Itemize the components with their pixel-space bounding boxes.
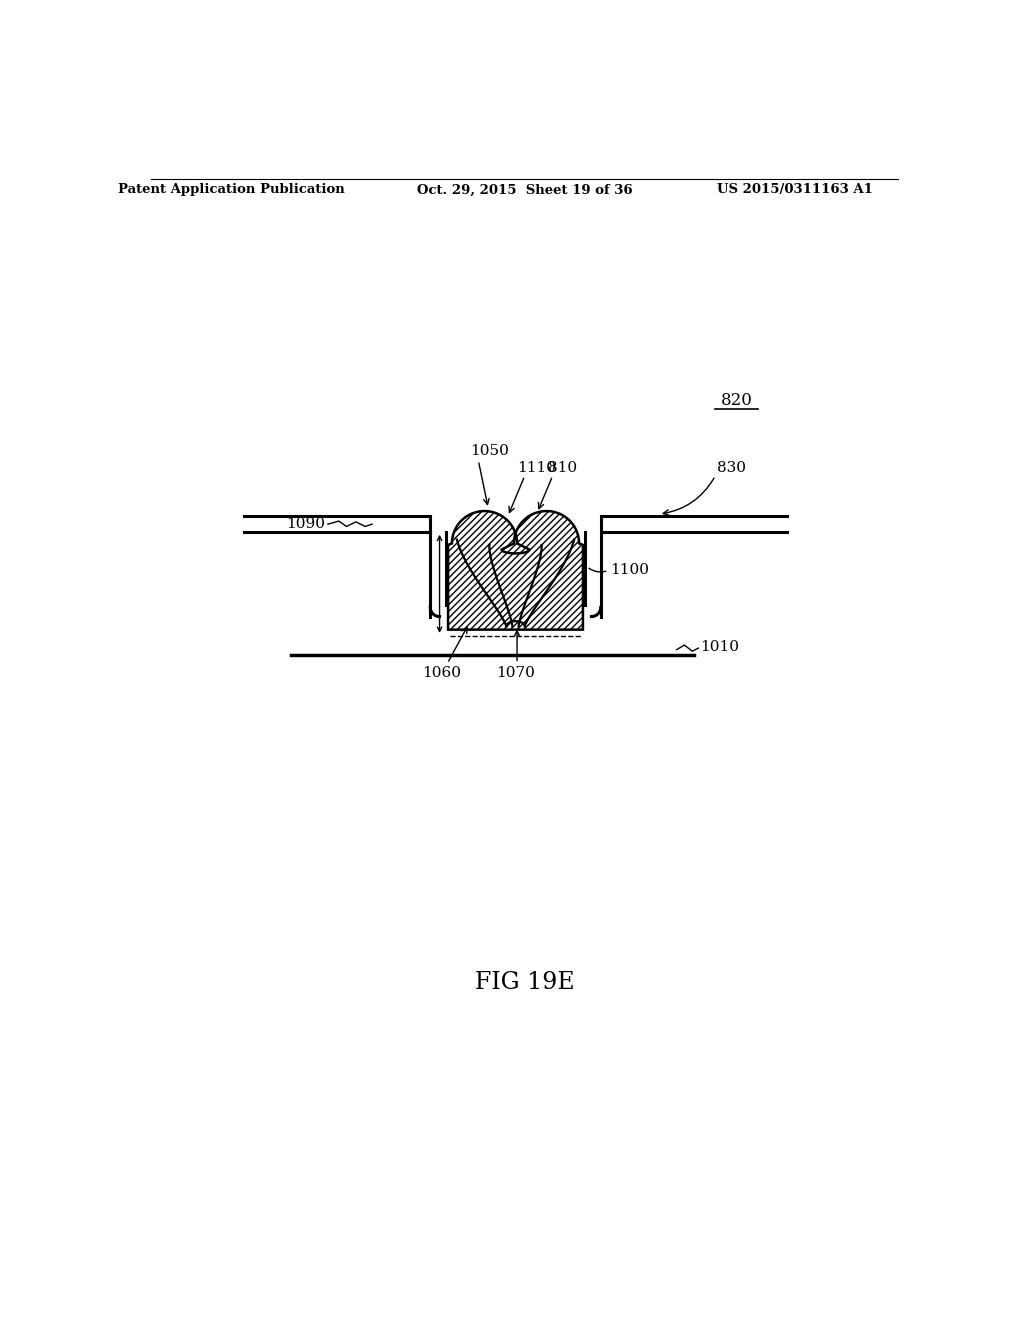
Text: FIG 19E: FIG 19E xyxy=(475,970,574,994)
Text: 1050: 1050 xyxy=(471,444,509,458)
Text: Patent Application Publication: Patent Application Publication xyxy=(118,183,344,197)
Text: 1110: 1110 xyxy=(517,461,556,475)
Text: 820: 820 xyxy=(721,392,753,409)
Text: 830: 830 xyxy=(717,461,746,475)
Text: 1090: 1090 xyxy=(287,517,326,531)
Text: 1070: 1070 xyxy=(496,665,535,680)
Text: 1100: 1100 xyxy=(610,564,649,577)
Text: US 2015/0311163 A1: US 2015/0311163 A1 xyxy=(717,183,872,197)
Text: 1060: 1060 xyxy=(422,665,462,680)
Text: 1010: 1010 xyxy=(700,640,739,655)
Text: Oct. 29, 2015  Sheet 19 of 36: Oct. 29, 2015 Sheet 19 of 36 xyxy=(417,183,633,197)
Polygon shape xyxy=(449,511,583,630)
Text: 810: 810 xyxy=(548,461,578,475)
